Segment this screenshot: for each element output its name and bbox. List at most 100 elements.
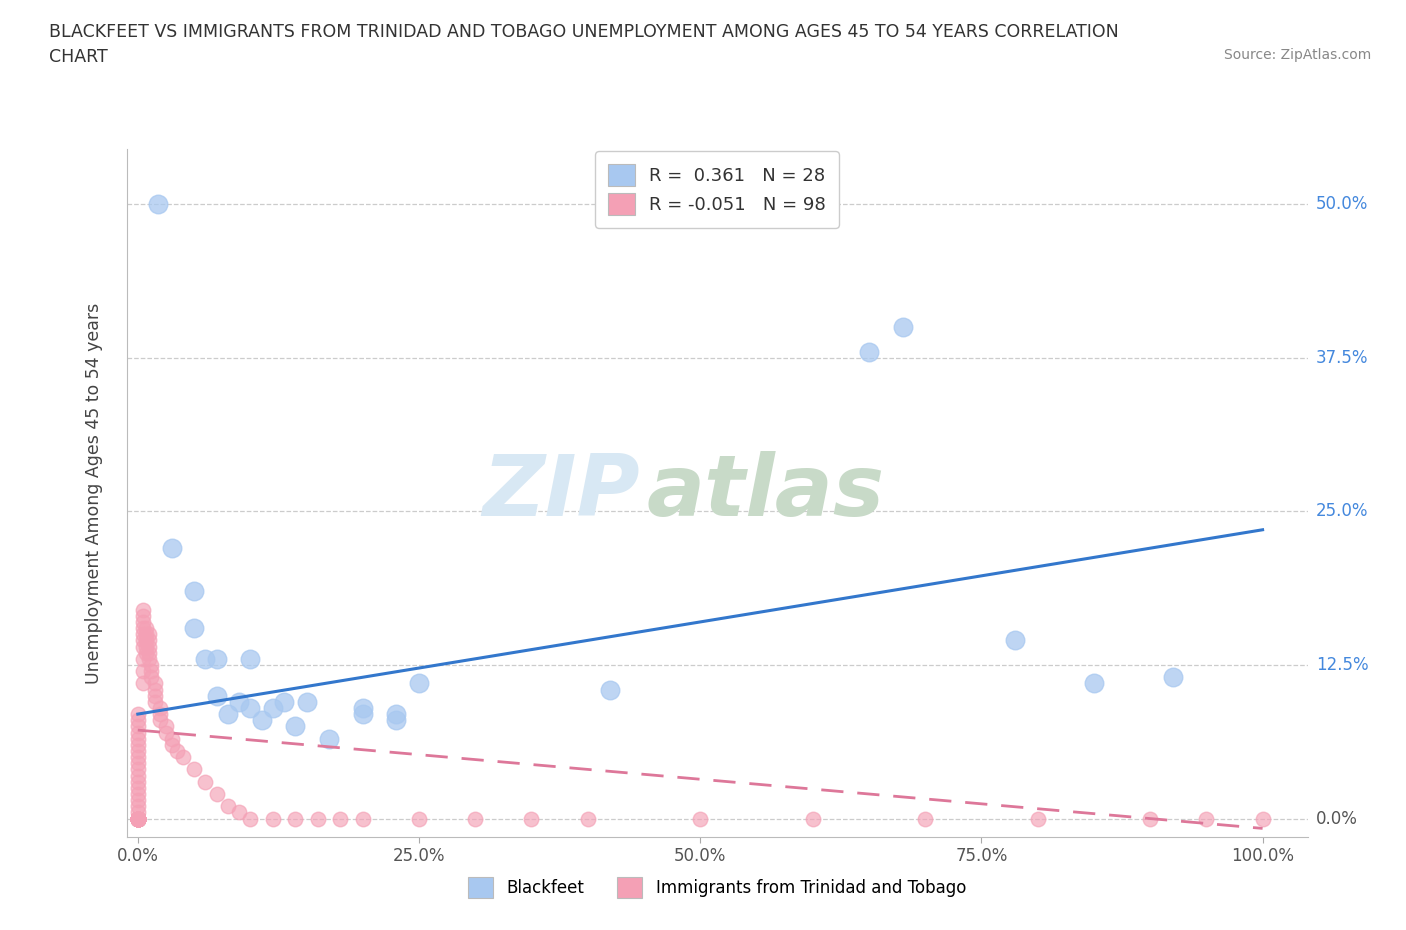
Point [127, 811, 149, 826]
Point [891, 320, 914, 335]
Point [127, 780, 149, 795]
Point [352, 811, 374, 826]
Point [127, 811, 149, 826]
Point [183, 620, 205, 635]
Point [408, 676, 430, 691]
Point [127, 811, 149, 826]
Point [127, 811, 149, 826]
Point [385, 707, 408, 722]
Point [228, 695, 250, 710]
Point [127, 719, 149, 734]
Point [143, 676, 166, 691]
Point [135, 627, 157, 642]
Point [127, 768, 149, 783]
Point [127, 811, 149, 826]
Point [155, 725, 177, 740]
Point [143, 695, 166, 710]
Point [127, 712, 149, 727]
Point [228, 805, 250, 820]
Point [138, 645, 160, 660]
Text: 0.0%: 0.0% [1316, 810, 1358, 828]
Point [138, 633, 160, 648]
Point [166, 744, 188, 759]
Point [149, 707, 172, 722]
Point [149, 700, 172, 715]
Point [217, 799, 239, 814]
Point [1004, 633, 1026, 648]
Point [127, 811, 149, 826]
Point [127, 805, 149, 820]
Point [1026, 811, 1049, 826]
Point [127, 811, 149, 826]
Point [1161, 670, 1184, 684]
Point [135, 639, 157, 654]
Point [160, 540, 183, 555]
Point [250, 712, 273, 727]
Point [127, 756, 149, 771]
Point [132, 615, 155, 630]
Point [138, 651, 160, 666]
Point [127, 811, 149, 826]
Point [239, 700, 262, 715]
Point [239, 811, 262, 826]
Point [127, 707, 149, 722]
Point [132, 664, 155, 679]
Point [132, 676, 155, 691]
Point [135, 620, 157, 635]
Point [127, 811, 149, 826]
Point [172, 750, 194, 764]
Point [284, 719, 307, 734]
Point [127, 811, 149, 826]
Point [408, 811, 430, 826]
Point [127, 811, 149, 826]
Point [1251, 811, 1274, 826]
Point [262, 811, 284, 826]
Point [307, 811, 329, 826]
Point [146, 196, 169, 211]
Point [155, 719, 177, 734]
Point [576, 811, 599, 826]
Point [127, 811, 149, 826]
Point [183, 762, 205, 777]
Point [385, 712, 408, 727]
Text: CHART: CHART [49, 48, 108, 66]
Point [132, 603, 155, 618]
Text: ZIP: ZIP [482, 451, 640, 535]
Point [141, 670, 163, 684]
Point [801, 811, 824, 826]
Point [205, 688, 228, 703]
Point [127, 787, 149, 802]
Point [239, 651, 262, 666]
Point [160, 731, 183, 746]
Point [127, 750, 149, 764]
Point [127, 792, 149, 807]
Point [127, 811, 149, 826]
Text: 12.5%: 12.5% [1316, 656, 1368, 674]
Point [138, 627, 160, 642]
Point [160, 737, 183, 752]
Text: 37.5%: 37.5% [1316, 349, 1368, 366]
Text: Source: ZipAtlas.com: Source: ZipAtlas.com [1223, 48, 1371, 62]
Point [132, 620, 155, 635]
Point [132, 639, 155, 654]
Text: 50.0%: 50.0% [1316, 195, 1368, 213]
Point [1195, 811, 1218, 826]
Point [127, 737, 149, 752]
Point [141, 658, 163, 672]
Point [127, 811, 149, 826]
Point [143, 682, 166, 697]
Point [132, 633, 155, 648]
Point [127, 811, 149, 826]
Point [127, 811, 149, 826]
Point [284, 811, 307, 826]
Point [194, 775, 217, 790]
Text: BLACKFEET VS IMMIGRANTS FROM TRINIDAD AND TOBAGO UNEMPLOYMENT AMONG AGES 45 TO 5: BLACKFEET VS IMMIGRANTS FROM TRINIDAD AN… [49, 23, 1119, 41]
Point [205, 787, 228, 802]
Text: atlas: atlas [647, 451, 884, 535]
Point [352, 707, 374, 722]
Point [149, 712, 172, 727]
Point [352, 700, 374, 715]
Point [127, 744, 149, 759]
Point [127, 811, 149, 826]
Point [1083, 676, 1105, 691]
